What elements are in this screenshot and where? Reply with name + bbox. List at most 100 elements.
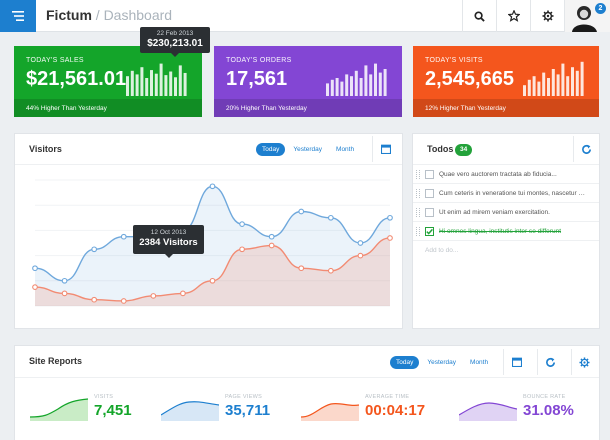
refresh-reports-button[interactable] — [537, 349, 563, 375]
spark-bar — [174, 77, 177, 96]
menu-toggle-button[interactable] — [0, 0, 36, 32]
add-todo-input[interactable]: Add to do... — [425, 247, 459, 254]
spark-bar — [164, 75, 168, 96]
data-point[interactable] — [357, 240, 364, 246]
todo-text: Hi omnes lingua, institutis inter se dif… — [439, 228, 561, 235]
data-point[interactable] — [239, 221, 245, 227]
stat-card-orders: TODAY'S ORDERS 17,561 20% Higher Than Ye… — [214, 46, 402, 117]
stat-footer: 20% Higher Than Yesterday — [214, 99, 402, 117]
user-photo-icon — [565, 0, 610, 32]
calendar-button[interactable] — [372, 136, 398, 162]
calendar-button[interactable] — [503, 349, 529, 375]
search-button[interactable] — [462, 0, 496, 32]
drag-handle-icon[interactable] — [416, 208, 420, 217]
report-settings-button[interactable] — [571, 349, 597, 375]
todo-text: Cum ceteris in veneratione tui montes, n… — [439, 190, 589, 197]
metric-sparkline — [459, 402, 517, 421]
panel-divider — [413, 164, 599, 165]
data-point[interactable] — [327, 267, 334, 274]
data-point[interactable] — [91, 246, 98, 253]
visitors-tooltip: 12 Oct 2013 2384 Visitors — [133, 225, 204, 258]
stat-sparkbars — [523, 61, 584, 96]
todo-checkbox[interactable] — [425, 208, 434, 217]
stat-value: $21,561.01 — [26, 68, 127, 90]
spark-bar — [159, 63, 163, 96]
data-point[interactable] — [268, 233, 275, 240]
calendar-icon — [380, 144, 391, 154]
todo-text: Quae vero auctorem tractata ab fiducia..… — [439, 171, 557, 178]
stat-value: 17,561 — [226, 68, 288, 90]
tab-yesterday[interactable]: Yesterday — [293, 146, 323, 153]
visitors-panel: Visitors Today Yesterday Month — [14, 133, 403, 329]
drag-handle-icon[interactable] — [416, 227, 420, 236]
data-point[interactable] — [387, 235, 393, 241]
data-point[interactable] — [357, 252, 364, 259]
data-point[interactable] — [61, 277, 68, 284]
settings-button[interactable] — [530, 0, 564, 32]
todo-item[interactable]: Cum ceteris in veneratione tui montes, n… — [413, 184, 599, 203]
tab-month[interactable]: Month — [336, 146, 355, 153]
spark-bar — [326, 83, 329, 96]
data-point[interactable] — [209, 183, 216, 190]
favorites-button[interactable] — [496, 0, 530, 32]
spark-bar — [537, 81, 541, 96]
user-avatar[interactable]: 2 — [564, 0, 610, 32]
stat-label: TODAY'S ORDERS — [226, 57, 292, 64]
data-point[interactable] — [120, 298, 127, 304]
spark-bar — [374, 63, 377, 96]
data-point[interactable] — [387, 214, 393, 221]
todo-checkbox[interactable] — [425, 189, 434, 198]
spark-bar — [532, 76, 536, 96]
metric-label: VISITS — [94, 394, 114, 400]
todo-item[interactable]: Quae vero auctorem tractata ab fiducia..… — [413, 165, 599, 184]
todo-checkbox[interactable] — [425, 170, 434, 179]
data-point[interactable] — [239, 246, 245, 253]
spark-bar — [556, 74, 560, 96]
stat-label: TODAY'S VISITS — [425, 57, 483, 64]
metric-page-views: PAGE VIEWS 35,711 — [161, 392, 291, 428]
metric-visits: VISITS 7,451 — [30, 392, 160, 428]
data-point[interactable] — [180, 290, 186, 297]
tab-today[interactable]: Today — [390, 356, 420, 369]
metric-label: BOUNCE RATE — [523, 394, 566, 400]
reports-range-tabs: Today Yesterday Month — [390, 356, 496, 369]
data-point[interactable] — [32, 284, 38, 290]
todo-item-completed[interactable]: Hi omnes lingua, institutis inter se dif… — [413, 222, 599, 241]
drag-handle-icon[interactable] — [416, 170, 420, 179]
data-point[interactable] — [32, 265, 38, 272]
visitors-range-tabs: Today Yesterday Month — [256, 143, 362, 156]
metric-sparkline — [30, 398, 88, 421]
tab-month[interactable]: Month — [470, 359, 489, 366]
data-point[interactable] — [61, 290, 68, 297]
refresh-todos-button[interactable] — [573, 136, 599, 162]
data-point[interactable] — [150, 293, 157, 299]
data-point[interactable] — [91, 296, 98, 303]
spark-bar — [169, 71, 173, 96]
data-point[interactable] — [209, 277, 216, 284]
data-point[interactable] — [298, 208, 305, 215]
add-todo-row[interactable]: Add to do... — [413, 241, 599, 260]
spark-bar — [527, 79, 531, 96]
tab-today[interactable]: Today — [256, 143, 286, 156]
spark-bar — [130, 70, 134, 96]
brand-name[interactable]: Fictum — [46, 7, 92, 23]
metric-label: AVERAGE TIME — [365, 394, 410, 400]
todo-item[interactable]: Ut enim ad mirem veniam exercitation. — [413, 203, 599, 222]
data-point[interactable] — [268, 242, 275, 249]
breadcrumb-separator: / — [95, 7, 100, 23]
todo-checkbox-checked[interactable] — [425, 227, 434, 236]
panel-divider — [15, 377, 599, 378]
search-icon — [474, 10, 485, 22]
tab-yesterday[interactable]: Yesterday — [427, 359, 457, 366]
spark-bar — [335, 78, 339, 96]
stat-card-visits: TODAY'S VISITS 2,545,665 12% Higher Than… — [413, 46, 599, 117]
drag-handle-icon[interactable] — [416, 189, 420, 198]
calendar-icon — [511, 357, 522, 367]
data-point[interactable] — [120, 233, 127, 240]
spark-bar — [126, 76, 129, 96]
visitors-area-chart — [32, 179, 393, 307]
data-point[interactable] — [327, 214, 334, 221]
spark-bar — [547, 78, 550, 96]
data-point[interactable] — [298, 265, 305, 272]
spark-bar — [178, 65, 182, 96]
